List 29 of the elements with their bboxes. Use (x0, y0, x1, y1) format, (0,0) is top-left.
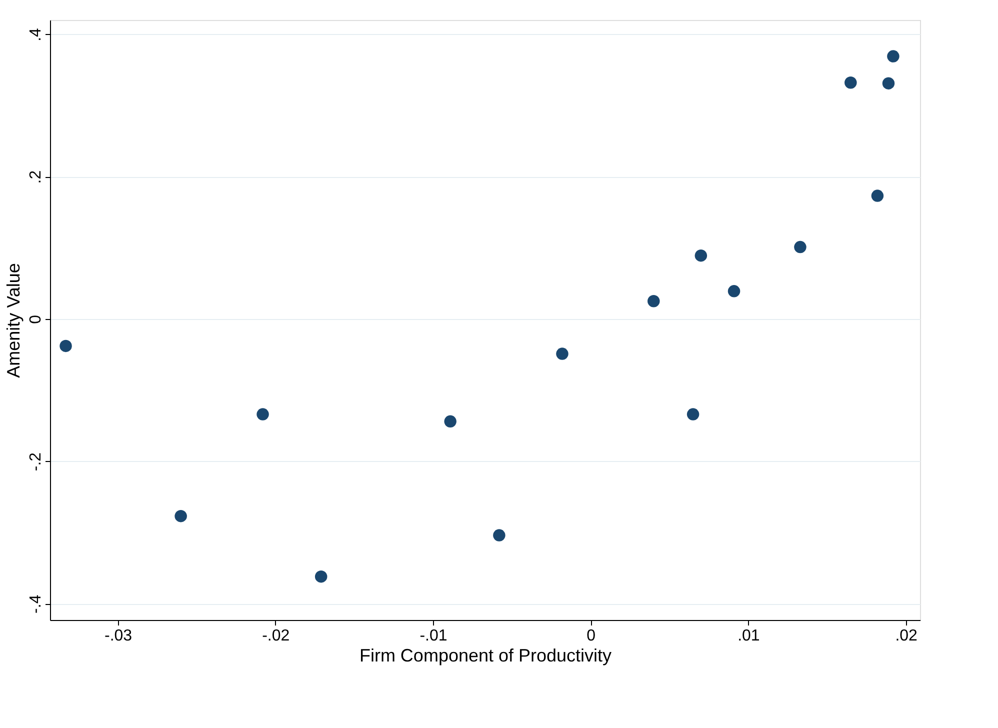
point (871, 190, 884, 202)
x-tick-label: 0 (586, 628, 596, 644)
point (556, 348, 568, 360)
y-tick-label: .2 (28, 170, 44, 184)
y-tick-label: -.2 (28, 452, 44, 472)
point (686, 408, 700, 420)
x-tick-label: -.03 (104, 628, 132, 644)
point (887, 50, 900, 62)
point (882, 77, 895, 90)
point (60, 340, 72, 352)
point (444, 415, 456, 428)
y-axis-title: Amenity Value (4, 263, 24, 378)
point (493, 529, 506, 542)
point (256, 408, 269, 420)
x-tick-label: .01 (738, 628, 760, 644)
y-tick-label: -.4 (28, 594, 44, 614)
point (174, 510, 187, 522)
point (728, 285, 740, 298)
y-tick-label: 0 (28, 314, 44, 324)
x-axis-title: Firm Component of Productivity (359, 646, 612, 666)
point (648, 295, 660, 308)
y-tick-label: .4 (28, 28, 44, 42)
x-tick-label: -.01 (420, 628, 448, 644)
point (844, 76, 857, 89)
point (694, 249, 708, 262)
point (314, 570, 328, 583)
point (794, 240, 806, 254)
x-tick-label: -.02 (262, 628, 290, 644)
x-tick-label: .02 (895, 628, 918, 644)
